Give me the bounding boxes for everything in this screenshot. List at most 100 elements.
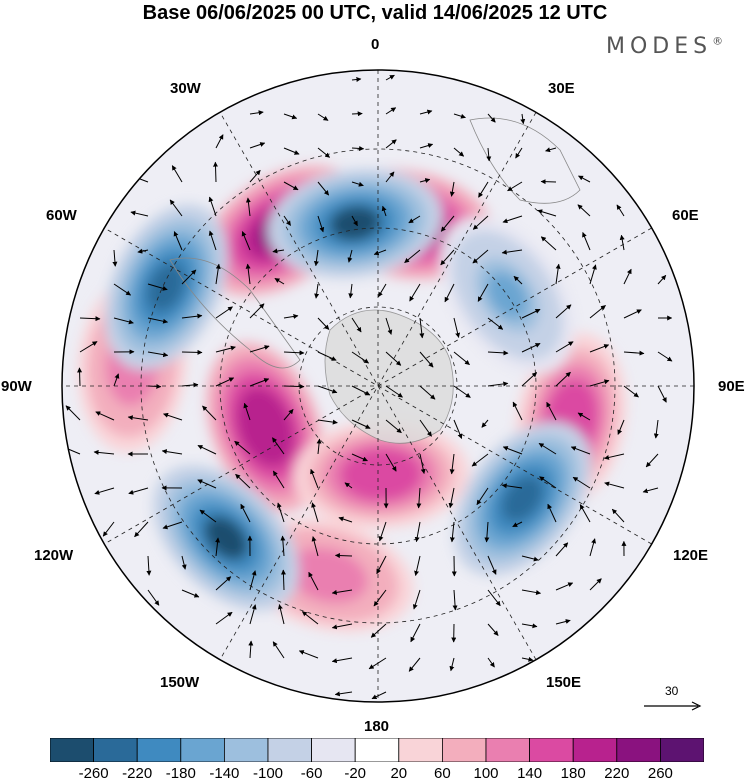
colorbar-tick-label: 20 [390,765,408,782]
meridian-line [219,112,537,660]
wind-vector-arrow [385,107,397,115]
wind-vector-arrow [215,345,236,353]
colorbar-swatch [441,738,487,762]
wind-vector-arrow [521,308,541,319]
lon-label-150e: 150E [546,674,582,691]
colorbar-swatch [616,738,661,762]
wind-vector-arrow [657,274,667,285]
colorbar-swatch [398,738,443,762]
wind-vector-arrow [507,181,523,192]
wind-vector-arrow [453,113,466,119]
lon-label-90w: 90W [1,378,32,395]
wind-vector-arrow [334,553,353,559]
wind-vector-arrow [376,555,387,575]
wind-vector-arrow [414,555,421,576]
wind-vector-arrow [589,264,597,285]
colorbar-swatch [136,738,182,762]
wind-vector-arrow [113,373,120,387]
wind-vector-arrow [453,385,471,398]
wind-vector-arrow [162,521,183,530]
wind-vector-arrow [283,350,305,356]
wind-vector-arrow [197,444,217,455]
wind-vector-arrow [113,283,132,296]
wind-vector-arrow [245,197,251,217]
anomaly-contour [487,272,528,319]
wind-vector-arrow [570,446,591,455]
wind-vector-arrow [314,283,320,299]
wind-vector-arrow [555,263,561,285]
wind-vector-arrow [95,411,115,421]
wind-vector-arrow [453,419,463,439]
landmass-layer [169,117,581,444]
wind-vector-arrow [537,209,557,217]
wind-vector-arrow [272,470,285,489]
wind-vector-arrow [308,571,319,591]
wind-vector-arrow [481,419,489,428]
anomaly-contour [501,476,544,522]
colorbar [50,738,704,762]
wind-vector-arrow [181,382,199,388]
wind-vector-arrow [371,691,387,700]
wind-vector-arrow [385,171,395,183]
wind-vector-arrow [249,570,257,591]
wind-vector-arrow [274,278,285,285]
wind-vector-arrow [623,309,642,319]
colorbar-swatch [180,738,225,762]
wind-vector-arrow [373,589,387,607]
wind-vector-arrow [408,657,421,672]
wind-vector-arrow [197,479,217,489]
wind-vector-arrow [276,502,285,523]
wind-vector-arrow [555,341,574,353]
wind-vector-arrow [351,215,358,227]
wind-vector-arrow [657,385,667,403]
wind-vector-arrow [623,385,639,398]
brand-logo-text: MODES [606,34,713,59]
wind-vector-arrow [215,263,221,285]
wind-vector-arrow [611,508,625,523]
wind-vector-arrow [616,204,625,217]
wind-vector-arrow [409,283,421,302]
wind-vector-arrow [477,283,489,302]
wind-vector-arrow [235,473,251,489]
lon-label-180: 180 [364,718,390,735]
wind-vector-arrow [234,440,251,455]
wind-vector-arrow [311,536,319,557]
wind-vector-arrow [419,351,434,368]
wind-vector-arrow [334,691,353,697]
anomaly-field [78,165,627,633]
colorbar-swatch [267,738,312,762]
wind-vector-arrow [215,377,235,387]
wind-vector-arrow [338,516,353,523]
wind-vector-arrow [317,351,337,361]
wind-vector-arrow [280,569,286,591]
wind-vector-arrow [410,623,421,643]
lon-label-60e: 60E [672,207,699,224]
wind-vector-arrow [540,236,557,251]
wind-vector-arrow [487,381,509,387]
wind-vector-arrow [243,402,251,421]
wind-vector-arrow [298,650,319,659]
polar-landmass [324,309,454,444]
lon-label-60w: 60W [46,207,77,224]
colorbar-swatch [572,738,618,762]
wind-vector-arrow [555,542,569,557]
wind-vector-arrow [208,196,217,217]
wind-vector-arrow [419,419,432,437]
wind-vector-arrow [444,283,455,303]
wind-vector-arrow [79,316,101,322]
graticule [62,70,694,702]
wind-vector-arrow [317,215,325,233]
anomaly-contour [204,516,248,560]
wind-vector-arrow [313,249,319,267]
wind-vector-arrow [348,283,354,299]
wind-vector-arrow [173,231,183,251]
wind-vector-arrow [331,623,353,630]
wind-vector-arrow [486,147,492,162]
anomaly-contour [355,457,407,492]
wind-vector-arrow [146,555,152,576]
wind-vector-arrow [577,412,591,421]
wind-vector-arrow [453,317,461,338]
wind-vector-arrow [208,230,217,251]
wind-vector-arrow [521,656,534,662]
wind-vector-arrow [249,378,270,387]
